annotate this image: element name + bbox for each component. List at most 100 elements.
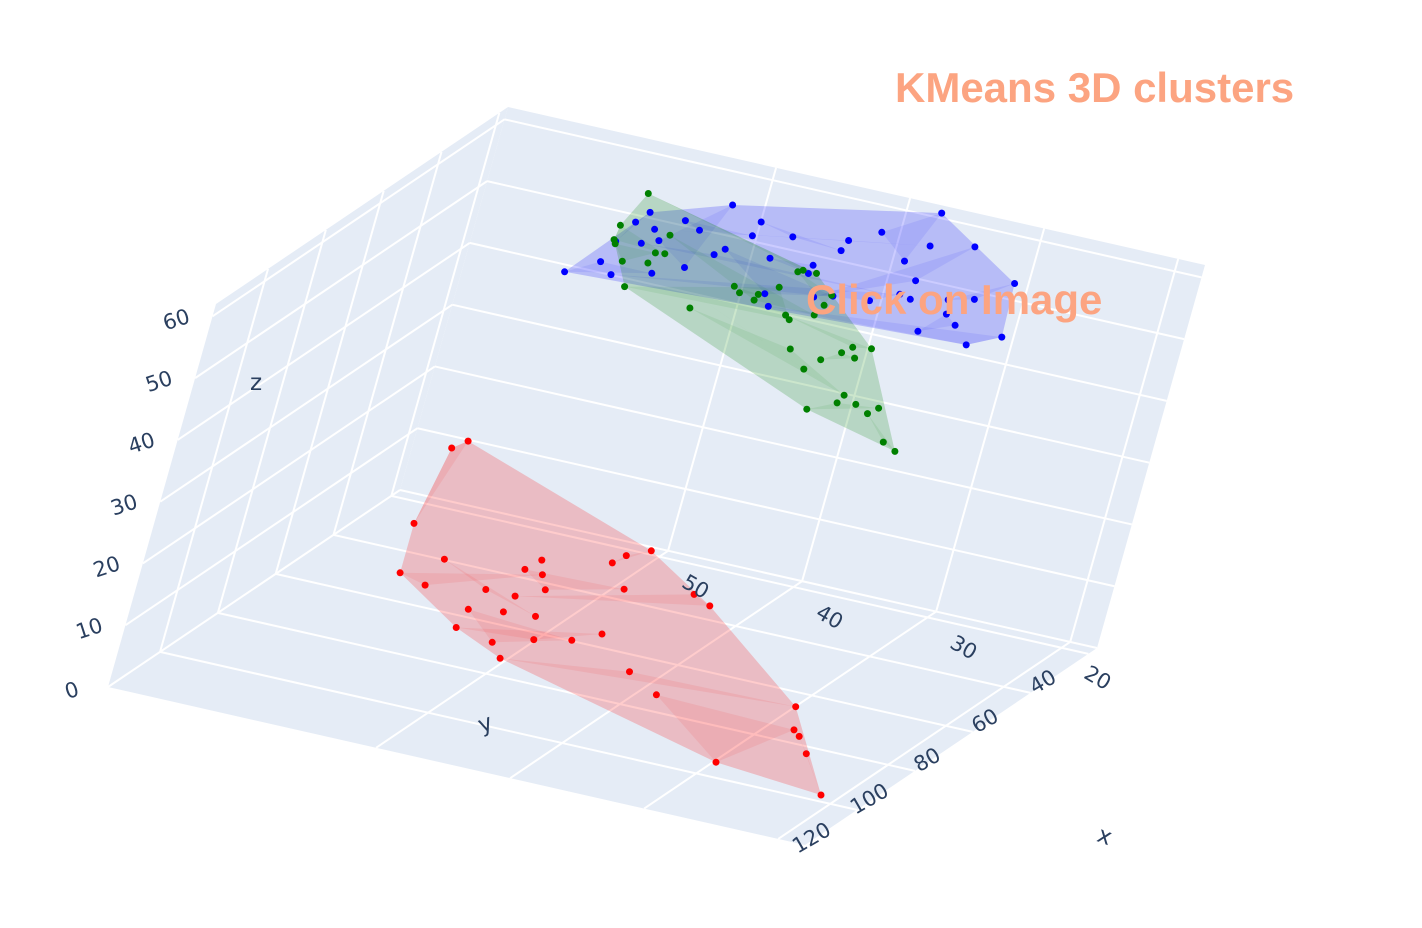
data-point[interactable] — [820, 301, 828, 309]
data-point[interactable] — [651, 249, 659, 257]
data-point[interactable] — [845, 237, 853, 244]
data-point[interactable] — [618, 257, 626, 265]
data-point[interactable] — [896, 290, 904, 298]
data-point[interactable] — [655, 237, 663, 245]
data-point[interactable] — [757, 218, 765, 226]
data-point[interactable] — [926, 242, 934, 250]
data-point[interactable] — [754, 290, 762, 298]
data-point[interactable] — [626, 668, 633, 676]
data-point[interactable] — [464, 605, 472, 613]
data-point[interactable] — [800, 365, 808, 373]
data-point[interactable] — [942, 310, 950, 318]
data-point[interactable] — [951, 321, 959, 329]
data-point[interactable] — [906, 295, 914, 303]
data-point[interactable] — [828, 291, 836, 299]
data-point[interactable] — [849, 343, 857, 351]
data-point[interactable] — [790, 726, 798, 734]
data-point[interactable] — [875, 404, 883, 412]
data-point[interactable] — [817, 791, 825, 799]
data-point[interactable] — [775, 283, 783, 291]
data-point[interactable] — [396, 569, 404, 577]
data-point[interactable] — [644, 259, 652, 267]
data-point[interactable] — [452, 624, 460, 631]
data-point[interactable] — [792, 703, 800, 711]
data-point[interactable] — [666, 231, 674, 239]
data-point[interactable] — [938, 209, 946, 217]
data-point[interactable] — [644, 190, 652, 197]
data-point[interactable] — [868, 345, 875, 353]
data-point[interactable] — [712, 758, 720, 766]
data-point[interactable] — [696, 226, 703, 234]
data-point[interactable] — [511, 592, 519, 600]
data-point[interactable] — [809, 261, 817, 269]
data-point[interactable] — [681, 264, 688, 271]
data-point[interactable] — [785, 316, 793, 324]
data-point[interactable] — [652, 691, 660, 699]
data-point[interactable] — [795, 732, 803, 740]
data-point[interactable] — [706, 602, 714, 610]
data-point[interactable] — [1011, 280, 1019, 287]
data-point[interactable] — [541, 586, 549, 594]
data-point[interactable] — [891, 447, 899, 455]
data-point[interactable] — [878, 228, 886, 236]
data-point[interactable] — [789, 233, 797, 241]
data-point[interactable] — [538, 571, 546, 579]
data-point[interactable] — [608, 559, 616, 567]
data-point[interactable] — [568, 636, 576, 644]
data-point[interactable] — [621, 283, 629, 291]
data-point[interactable] — [661, 250, 669, 258]
data-point[interactable] — [804, 270, 812, 277]
data-point[interactable] — [766, 254, 774, 262]
data-point[interactable] — [532, 612, 539, 620]
data-point[interactable] — [598, 630, 606, 638]
data-point[interactable] — [837, 247, 845, 255]
data-point[interactable] — [690, 590, 698, 598]
data-point[interactable] — [962, 341, 970, 349]
data-point[interactable] — [729, 201, 737, 209]
data-point[interactable] — [851, 354, 859, 362]
data-point[interactable] — [912, 277, 920, 285]
data-point[interactable] — [730, 282, 738, 290]
data-point[interactable] — [410, 519, 418, 527]
data-point[interactable] — [499, 608, 507, 616]
data-point[interactable] — [482, 586, 490, 593]
data-point[interactable] — [488, 638, 496, 646]
data-point[interactable] — [496, 654, 504, 662]
data-point[interactable] — [914, 327, 922, 335]
data-point[interactable] — [686, 304, 694, 312]
data-point[interactable] — [810, 293, 818, 301]
data-point[interactable] — [647, 547, 655, 555]
data-point[interactable] — [607, 271, 615, 279]
data-point[interactable] — [761, 290, 769, 298]
data-point[interactable] — [750, 296, 758, 304]
data-point[interactable] — [802, 750, 810, 758]
data-point[interactable] — [651, 225, 659, 233]
data-point[interactable] — [810, 311, 818, 319]
data-point[interactable] — [648, 269, 656, 277]
data-point[interactable] — [646, 208, 654, 216]
click-annotation[interactable]: Click on Image — [806, 276, 1103, 323]
data-point[interactable] — [748, 232, 756, 240]
data-point[interactable] — [464, 437, 472, 445]
data-point[interactable] — [681, 217, 689, 225]
data-point[interactable] — [970, 295, 978, 303]
data-point[interactable] — [833, 399, 841, 407]
data-point[interactable] — [538, 556, 546, 564]
data-point[interactable] — [721, 245, 729, 253]
data-point[interactable] — [879, 438, 887, 446]
data-point[interactable] — [440, 555, 448, 563]
data-point[interactable] — [521, 565, 529, 573]
data-point[interactable] — [448, 444, 456, 452]
data-point[interactable] — [866, 297, 873, 305]
data-point[interactable] — [944, 296, 952, 304]
data-point[interactable] — [622, 552, 630, 560]
data-point[interactable] — [764, 302, 772, 310]
data-point[interactable] — [597, 258, 605, 266]
data-point[interactable] — [421, 581, 429, 589]
data-point[interactable] — [901, 257, 908, 265]
data-point[interactable] — [620, 585, 628, 593]
data-point[interactable] — [710, 251, 718, 259]
data-point[interactable] — [616, 221, 624, 229]
